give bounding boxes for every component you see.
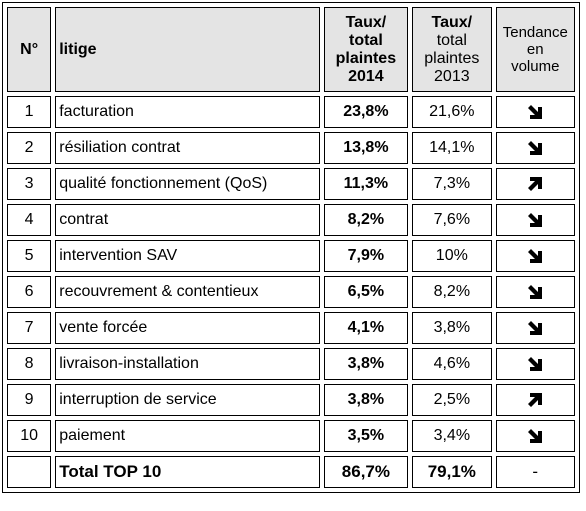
row-taux-2013: 7,3%	[412, 168, 492, 200]
header-num: N°	[7, 7, 52, 92]
row-num: 6	[7, 276, 52, 308]
litiges-table: N° litige Taux/ total plaintes 2014 Taux…	[2, 2, 580, 493]
row-num: 3	[7, 168, 52, 200]
header-tendance-line-1: Tendance	[502, 24, 568, 41]
table-body: 1 facturation 23,8% 21,6% 2 résiliation contr…	[7, 96, 575, 452]
table-row: 1 facturation 23,8% 21,6%	[7, 96, 575, 128]
table-row: 10 paiement 3,5% 3,4%	[7, 420, 575, 452]
row-num: 7	[7, 312, 52, 344]
row-num: 10	[7, 420, 52, 452]
table-row: 6 recouvrement & contentieux 6,5% 8,2%	[7, 276, 575, 308]
row-litige: recouvrement & contentieux	[55, 276, 320, 308]
row-trend	[495, 276, 575, 308]
total-trend: -	[495, 456, 575, 488]
row-litige: intervention SAV	[55, 240, 320, 272]
arrow-down-right-icon	[497, 281, 574, 303]
row-trend	[495, 240, 575, 272]
header-tendance-line-3: volume	[511, 58, 560, 75]
row-taux-2014: 7,9%	[323, 240, 409, 272]
row-litige: facturation	[55, 96, 320, 128]
row-taux-2013: 4,6%	[412, 348, 492, 380]
row-litige: qualité fonctionnement (QoS)	[55, 168, 320, 200]
row-taux-2013: 7,6%	[412, 204, 492, 236]
header-2013-line-3: plaintes	[424, 49, 480, 67]
row-num: 1	[7, 96, 52, 128]
arrow-down-right-icon	[497, 209, 574, 231]
row-litige: vente forcée	[55, 312, 320, 344]
row-taux-2014: 3,8%	[323, 348, 409, 380]
total-2013: 79,1%	[412, 456, 492, 488]
table-row: 8 livraison-installation 3,8% 4,6%	[7, 348, 575, 380]
arrow-up-right-icon	[497, 389, 574, 411]
row-num: 8	[7, 348, 52, 380]
row-taux-2014: 3,5%	[323, 420, 409, 452]
row-num: 9	[7, 384, 52, 416]
header-tendance: Tendance en volume	[495, 7, 575, 92]
header-tendance-line-2: en	[526, 41, 544, 58]
total-2014: 86,7%	[323, 456, 409, 488]
row-trend	[495, 132, 575, 164]
row-trend	[495, 348, 575, 380]
total-num-cell	[7, 456, 52, 488]
table-row: 9 interruption de service 3,8% 2,5%	[7, 384, 575, 416]
total-row: Total TOP 10 86,7% 79,1% -	[7, 456, 575, 488]
row-litige: livraison-installation	[55, 348, 320, 380]
row-taux-2014: 23,8%	[323, 96, 409, 128]
header-2013-line-4: 2013	[434, 67, 470, 85]
header-taux-2014: Taux/ total plaintes 2014	[323, 7, 409, 92]
row-taux-2014: 3,8%	[323, 384, 409, 416]
header-2013-line-1: Taux/	[431, 13, 473, 31]
arrow-down-right-icon	[497, 425, 574, 447]
row-taux-2014: 4,1%	[323, 312, 409, 344]
arrow-down-right-icon	[497, 101, 574, 123]
header-litige: litige	[55, 7, 320, 92]
header-2014-line-4: 2014	[348, 67, 384, 85]
row-litige: résiliation contrat	[55, 132, 320, 164]
arrow-down-right-icon	[497, 353, 574, 375]
row-num: 2	[7, 132, 52, 164]
arrow-up-right-icon	[497, 173, 574, 195]
header-2013-line-2: total	[436, 31, 467, 49]
header-2014-line-2: total	[348, 31, 383, 49]
row-trend	[495, 312, 575, 344]
row-taux-2014: 11,3%	[323, 168, 409, 200]
header-2014-line-3: plaintes	[335, 49, 397, 67]
row-taux-2014: 13,8%	[323, 132, 409, 164]
row-taux-2014: 6,5%	[323, 276, 409, 308]
row-litige: paiement	[55, 420, 320, 452]
table-row: 7 vente forcée 4,1% 3,8%	[7, 312, 575, 344]
row-num: 4	[7, 204, 52, 236]
table-row: 3 qualité fonctionnement (QoS) 11,3% 7,3%	[7, 168, 575, 200]
row-taux-2013: 21,6%	[412, 96, 492, 128]
row-trend	[495, 420, 575, 452]
row-taux-2013: 3,8%	[412, 312, 492, 344]
row-litige: interruption de service	[55, 384, 320, 416]
row-taux-2013: 2,5%	[412, 384, 492, 416]
row-trend	[495, 96, 575, 128]
header-row: N° litige Taux/ total plaintes 2014 Taux…	[7, 7, 575, 92]
arrow-down-right-icon	[497, 317, 574, 339]
arrow-down-right-icon	[497, 137, 574, 159]
row-trend	[495, 168, 575, 200]
table-row: 5 intervention SAV 7,9% 10%	[7, 240, 575, 272]
row-taux-2013: 3,4%	[412, 420, 492, 452]
table-row: 2 résiliation contrat 13,8% 14,1%	[7, 132, 575, 164]
arrow-down-right-icon	[497, 245, 574, 267]
header-2014-line-1: Taux/	[345, 13, 387, 31]
row-taux-2013: 14,1%	[412, 132, 492, 164]
row-litige: contrat	[55, 204, 320, 236]
row-taux-2014: 8,2%	[323, 204, 409, 236]
total-label: Total TOP 10	[55, 456, 320, 488]
row-taux-2013: 10%	[412, 240, 492, 272]
row-trend	[495, 204, 575, 236]
table-row: 4 contrat 8,2% 7,6%	[7, 204, 575, 236]
row-num: 5	[7, 240, 52, 272]
header-taux-2013: Taux/ total plaintes 2013	[412, 7, 492, 92]
row-trend	[495, 384, 575, 416]
row-taux-2013: 8,2%	[412, 276, 492, 308]
